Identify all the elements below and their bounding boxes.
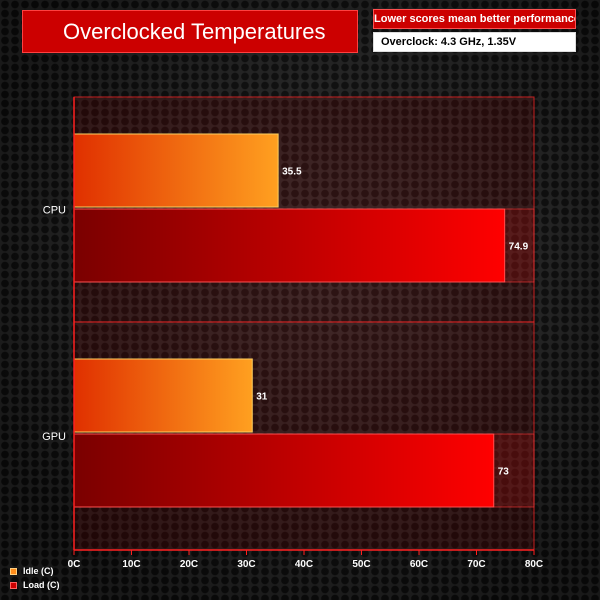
x-tick-label: 30C bbox=[237, 559, 255, 570]
data-label: 35.5 bbox=[282, 167, 302, 178]
x-tick-label: 50C bbox=[352, 559, 370, 570]
load-swatch bbox=[10, 582, 17, 589]
x-tick-label: 80C bbox=[525, 559, 543, 570]
performance-note: Lower scores mean better performance bbox=[373, 9, 576, 29]
x-tick-label: 10C bbox=[122, 559, 140, 570]
x-tick-label: 70C bbox=[467, 559, 485, 570]
data-label: 74.9 bbox=[509, 242, 529, 253]
x-tick-label: 60C bbox=[410, 559, 428, 570]
category-label: CPU bbox=[43, 205, 66, 217]
category-label: GPU bbox=[42, 431, 66, 443]
x-tick-label: 0C bbox=[68, 559, 81, 570]
legend-idle-label: Idle (C) bbox=[23, 566, 54, 576]
chart-title: Overclocked Temperatures bbox=[22, 10, 358, 53]
bar-idle-gpu bbox=[73, 358, 253, 433]
bar-load-gpu bbox=[73, 433, 495, 508]
data-label: 73 bbox=[498, 467, 510, 478]
bar-load-cpu bbox=[73, 208, 506, 283]
x-tick-label: 40C bbox=[295, 559, 313, 570]
data-label: 31 bbox=[256, 392, 268, 403]
legend-item-load: Load (C) bbox=[10, 580, 110, 592]
bar-idle-cpu bbox=[73, 133, 279, 208]
legend-load-label: Load (C) bbox=[23, 580, 60, 590]
overclock-note: Overclock: 4.3 GHz, 1.35V bbox=[373, 32, 576, 52]
legend-item-idle: Idle (C) bbox=[10, 566, 110, 578]
x-tick-label: 20C bbox=[180, 559, 198, 570]
idle-swatch bbox=[10, 568, 17, 575]
